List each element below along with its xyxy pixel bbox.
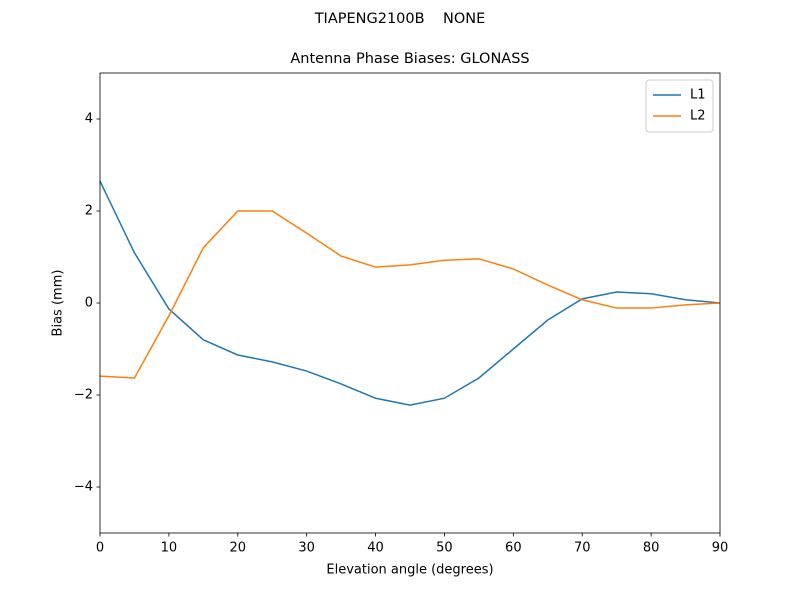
data-line (99, 210, 721, 379)
y-tick-label: −2 (74, 388, 93, 403)
legend-label: L1 (690, 88, 706, 103)
x-tick-label: 70 (574, 541, 591, 556)
chart-title: Antenna Phase Biases: GLONASS (290, 51, 529, 67)
x-tick-label: 10 (161, 541, 178, 556)
x-tick-label: 40 (367, 541, 384, 556)
legend-label: L2 (690, 109, 706, 124)
y-tick-label: −4 (74, 480, 93, 495)
data-line (99, 180, 721, 406)
x-tick-label: 50 (436, 541, 453, 556)
x-tick-label: 80 (643, 541, 660, 556)
suptitle: TIAPENG2100B NONE (314, 11, 486, 27)
x-tick-label: 90 (712, 541, 729, 556)
plot-frame (99, 72, 721, 534)
x-tick-label: 30 (298, 541, 315, 556)
x-tick-label: 60 (505, 541, 522, 556)
y-tick-label: 0 (85, 296, 93, 311)
y-tick-label: 4 (85, 112, 93, 127)
y-tick-label: 2 (85, 204, 93, 219)
x-tick-label: 20 (230, 541, 247, 556)
x-axis-label: Elevation angle (degrees) (326, 563, 493, 578)
legend-box (645, 79, 714, 133)
y-axis-label: Bias (mm) (51, 270, 66, 337)
x-tick-label: 0 (96, 541, 104, 556)
